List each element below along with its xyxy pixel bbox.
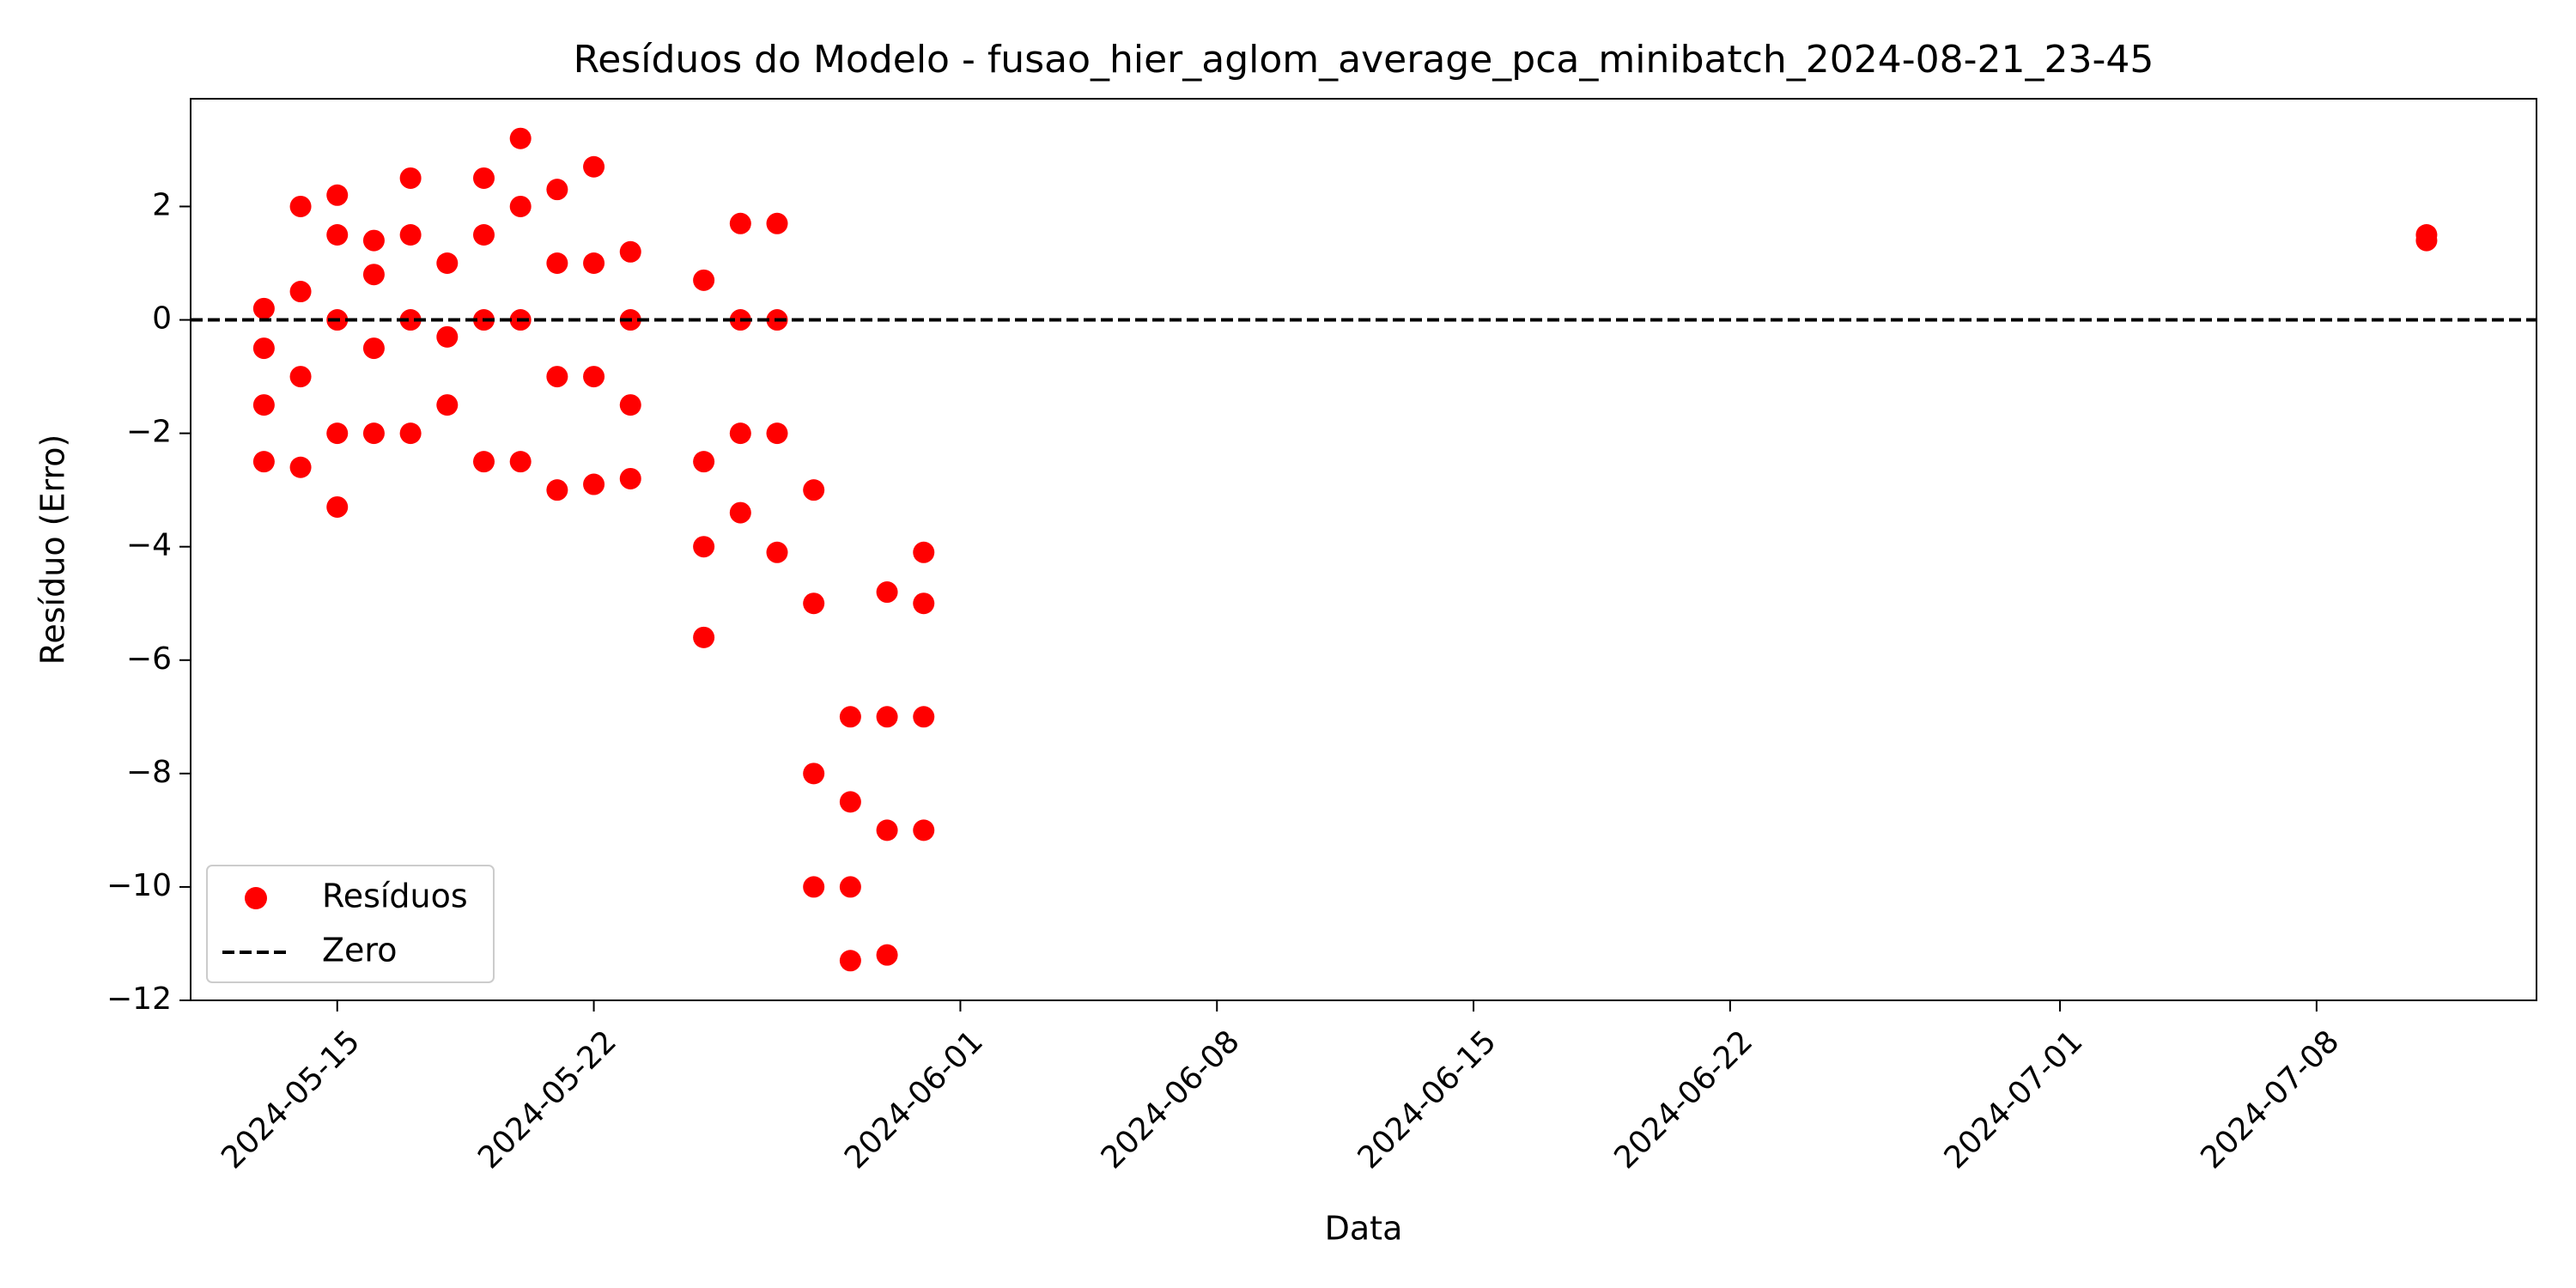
point — [473, 451, 495, 473]
point — [473, 167, 495, 189]
point — [913, 541, 935, 563]
point — [436, 252, 459, 275]
point — [839, 950, 861, 972]
y-axis-label: Resíduo (Erro) — [34, 434, 72, 665]
point — [362, 264, 385, 286]
x-tick-label: 2024-06-01 — [838, 1024, 990, 1176]
point — [619, 394, 641, 416]
point — [583, 473, 605, 495]
point — [729, 422, 751, 445]
point — [546, 179, 568, 201]
point — [839, 791, 861, 813]
point — [876, 581, 898, 604]
point — [766, 541, 788, 563]
point — [693, 536, 715, 558]
point — [2415, 223, 2438, 246]
y-tick-label: −10 — [106, 868, 172, 903]
point — [876, 819, 898, 841]
point — [583, 366, 605, 388]
point — [362, 422, 385, 445]
point — [326, 223, 349, 246]
x-tick-label: 2024-05-22 — [471, 1024, 623, 1176]
point — [583, 155, 605, 178]
legend-label: Resíduos — [322, 878, 468, 915]
y-tick-label: −2 — [126, 415, 172, 450]
point — [436, 325, 459, 348]
point — [289, 281, 312, 303]
point — [326, 495, 349, 518]
legend-marker — [245, 887, 267, 909]
point — [509, 451, 532, 473]
point — [766, 422, 788, 445]
point — [803, 876, 825, 898]
point — [252, 337, 275, 360]
point — [509, 127, 532, 149]
y-tick-label: −12 — [106, 981, 172, 1017]
point — [399, 309, 422, 331]
point — [693, 451, 715, 473]
point — [693, 626, 715, 648]
y-tick-label: 0 — [152, 301, 172, 337]
x-tick-label: 2024-07-01 — [1938, 1024, 2090, 1176]
point — [729, 212, 751, 234]
point — [289, 456, 312, 478]
y-tick-label: −6 — [126, 641, 172, 677]
y-tick-label: 2 — [152, 187, 172, 222]
point — [583, 252, 605, 275]
point — [546, 252, 568, 275]
point — [546, 479, 568, 501]
point — [399, 422, 422, 445]
point — [326, 422, 349, 445]
point — [803, 762, 825, 785]
point — [326, 184, 349, 206]
point — [252, 297, 275, 319]
point — [913, 706, 935, 728]
point — [619, 467, 641, 489]
x-tick-label: 2024-06-08 — [1095, 1024, 1247, 1176]
point — [362, 337, 385, 360]
plot-frame — [190, 98, 2537, 1001]
x-tick-label: 2024-05-15 — [215, 1024, 367, 1176]
point — [289, 366, 312, 388]
point — [399, 167, 422, 189]
point — [693, 269, 715, 291]
point — [729, 501, 751, 524]
x-tick-label: 2024-06-22 — [1607, 1024, 1759, 1176]
legend-label: Zero — [322, 932, 397, 969]
point — [803, 479, 825, 501]
point — [839, 876, 861, 898]
point — [509, 195, 532, 217]
point — [252, 394, 275, 416]
point — [839, 706, 861, 728]
point — [766, 212, 788, 234]
point — [399, 223, 422, 246]
point — [876, 706, 898, 728]
x-tick-label: 2024-06-15 — [1352, 1024, 1504, 1176]
y-tick-label: −8 — [126, 755, 172, 790]
point — [289, 195, 312, 217]
chart-title: Resíduos do Modelo - fusao_hier_aglom_av… — [574, 38, 2154, 82]
point — [913, 819, 935, 841]
point — [546, 366, 568, 388]
point — [252, 451, 275, 473]
point — [619, 240, 641, 263]
point — [473, 223, 495, 246]
x-tick-label: 2024-07-08 — [2194, 1024, 2346, 1176]
point — [803, 592, 825, 615]
y-tick-label: −4 — [126, 528, 172, 563]
point — [913, 592, 935, 615]
point — [436, 394, 459, 416]
x-axis-label: Data — [1325, 1210, 1403, 1248]
point — [362, 229, 385, 252]
point — [876, 944, 898, 966]
